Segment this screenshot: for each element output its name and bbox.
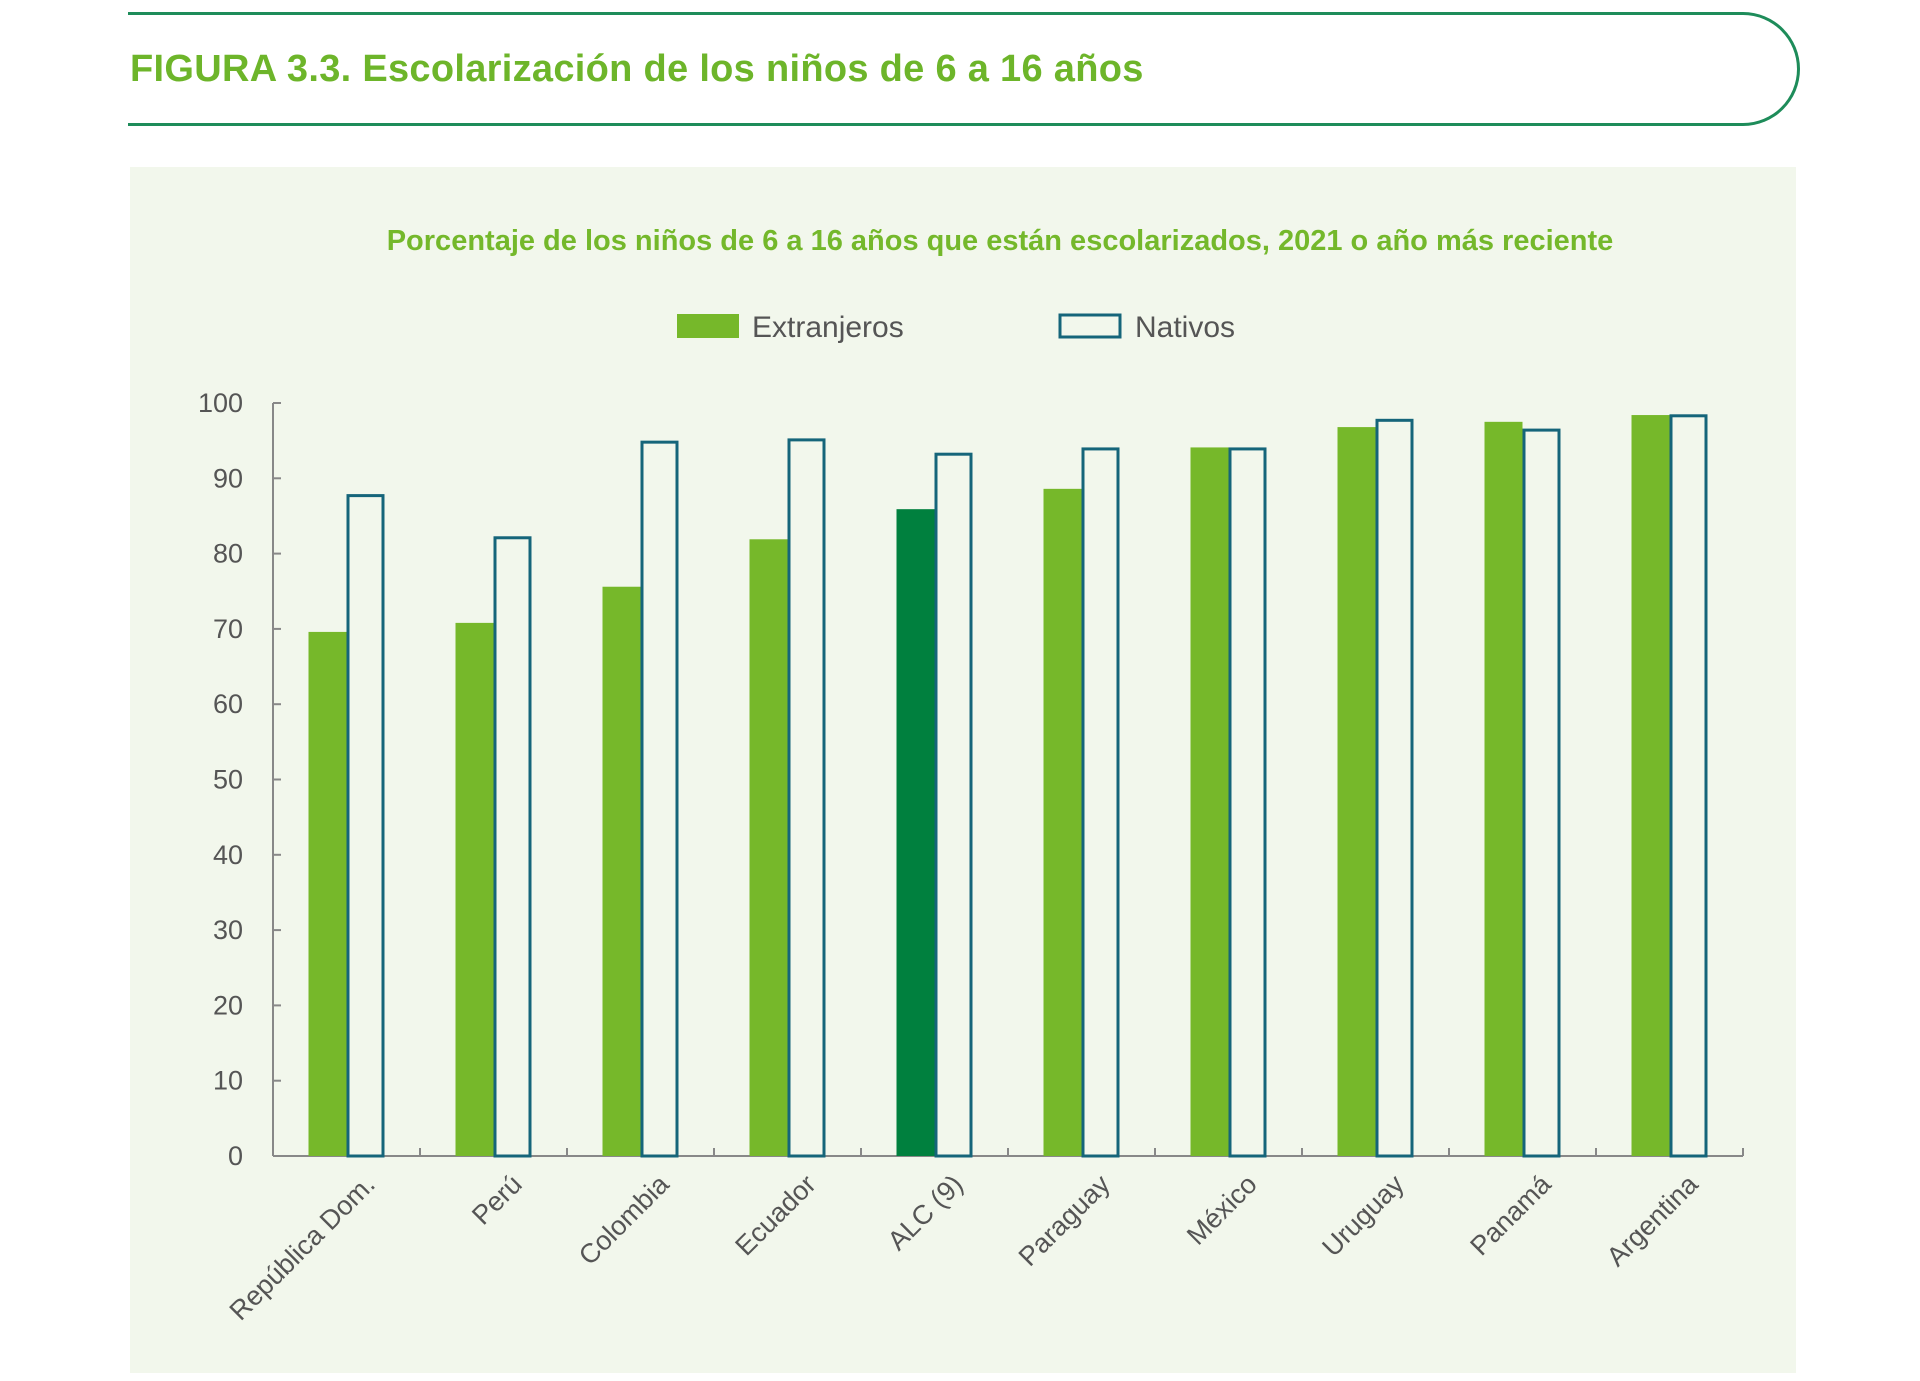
bar-nativos	[346, 494, 385, 1158]
x-category-label: Panamá	[1464, 1168, 1557, 1261]
legend-label-nativos: Nativos	[1135, 311, 1235, 344]
y-axis: 0 10 20 30 40 50 60 70 80 90 100	[198, 388, 281, 1171]
bar-extranjeros	[1631, 415, 1670, 1157]
legend-swatch-nativos	[1058, 313, 1122, 339]
chart-subtitle: Porcentaje de los niños de 6 a 16 años q…	[387, 225, 1614, 257]
bar-extranjeros	[749, 539, 788, 1156]
y-tick-label: 60	[213, 689, 243, 719]
figure-title: FIGURA 3.3. Escolarización de los niños …	[130, 48, 1144, 90]
bar-extranjeros	[1043, 488, 1082, 1156]
x-category-label: Paraguay	[1013, 1169, 1116, 1272]
x-category-label: Perú	[466, 1169, 528, 1231]
figure-title-frame	[128, 12, 1800, 126]
y-tick-label: 20	[213, 990, 243, 1020]
bar-nativos	[1522, 428, 1561, 1158]
y-tick-label: 90	[213, 463, 243, 493]
y-tick-label: 70	[213, 614, 243, 644]
bar-extranjeros	[896, 509, 935, 1157]
bars	[308, 414, 1708, 1158]
bar-nativos	[1669, 414, 1708, 1158]
legend-swatch-extranjeros	[677, 314, 739, 338]
bar-extranjeros	[455, 622, 494, 1156]
bar-nativos	[934, 452, 973, 1158]
x-category-label: México	[1181, 1169, 1263, 1251]
y-tick-label: 80	[213, 539, 243, 569]
bar-extranjeros	[1190, 447, 1229, 1156]
x-category-label: Ecuador	[729, 1169, 821, 1261]
bar-nativos	[1081, 447, 1120, 1158]
y-tick-label: 50	[213, 765, 243, 795]
y-tick-label: 40	[213, 840, 243, 870]
x-category-label: República Dom.	[224, 1169, 381, 1326]
bar-nativos	[1228, 447, 1267, 1158]
bar-extranjeros	[1337, 427, 1376, 1156]
y-tick-label: 0	[228, 1141, 243, 1171]
x-category-label: Argentina	[1601, 1168, 1705, 1272]
y-tick-label: 30	[213, 915, 243, 945]
x-category-label: Uruguay	[1316, 1169, 1410, 1263]
legend: Extranjeros Nativos	[677, 311, 1235, 344]
legend-label-extranjeros: Extranjeros	[752, 311, 904, 344]
bar-nativos	[640, 440, 679, 1158]
bar-nativos	[493, 536, 532, 1158]
category-labels: República Dom. Perú Colombia Ecuador ALC (9)…	[224, 1168, 1705, 1326]
y-tick-label: 100	[198, 388, 243, 418]
bar-extranjeros	[308, 631, 347, 1156]
x-category-label: ALC (9)	[882, 1169, 969, 1256]
bar-nativos	[1375, 418, 1414, 1158]
bar-extranjeros	[602, 586, 641, 1156]
bar-extranjeros	[1484, 421, 1523, 1156]
y-tick-label: 10	[213, 1066, 243, 1096]
bar-nativos	[787, 438, 826, 1158]
x-category-label: Colombia	[573, 1168, 676, 1271]
